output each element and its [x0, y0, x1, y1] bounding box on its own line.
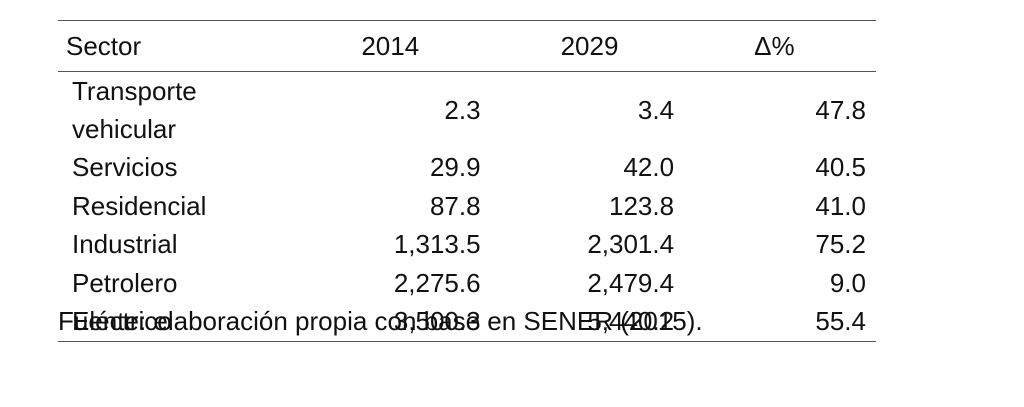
header-sector: Sector [66, 31, 142, 61]
cell-delta: 55.4 [815, 306, 866, 337]
cell-2014: 87.8 [429, 190, 481, 221]
cell-2029: 42.0 [623, 152, 675, 183]
table-row: Industrial 1,313.5 2,301.4 75.2 [58, 225, 876, 264]
cell-sector: Servicios [72, 152, 178, 183]
table-row: Eléctrico 3,500.3 5,440.2 55.4 [58, 302, 876, 341]
cell-sector: Transporte vehicular [72, 76, 197, 144]
cell-2029: 123.8 [609, 190, 675, 221]
cell-2014: 1,313.5 [393, 229, 481, 260]
cell-2014: 2.3 [444, 95, 481, 125]
sector-table: Sector 2014 2029 Δ% Transporte vehicular… [58, 20, 876, 342]
table-row: Transporte vehicular 2.3 3.4 47.8 [58, 72, 876, 149]
cell-sector: Industrial [72, 229, 178, 260]
data-table-container: Sector 2014 2029 Δ% Transporte vehicular… [58, 20, 876, 342]
cell-delta: 47.8 [815, 95, 866, 125]
cell-2029: 2,301.4 [587, 229, 675, 260]
table-header: Sector 2014 2029 Δ% [58, 20, 876, 72]
cell-delta: 9.0 [829, 267, 866, 298]
cell-sector: Eléctrico [72, 306, 172, 337]
table-row: Residencial 87.8 123.8 41.0 [58, 187, 876, 226]
cell-2029: 5,440.2 [587, 306, 675, 337]
cell-2029: 3.4 [637, 95, 675, 125]
table-row: Servicios 29.9 42.0 40.5 [58, 148, 876, 187]
cell-sector: Petrolero [72, 267, 178, 298]
cell-2014: 2,275.6 [393, 267, 481, 298]
header-2029: 2029 [560, 31, 619, 61]
cell-2014: 3,500.3 [393, 306, 481, 337]
table-row: Petrolero 2,275.6 2,479.4 9.0 [58, 264, 876, 303]
header-2014: 2014 [361, 31, 420, 61]
source-note: Fuente: elaboración propia con base en S… [58, 306, 703, 336]
cell-delta: 40.5 [815, 152, 866, 183]
cell-delta: 41.0 [815, 190, 866, 221]
cell-2014: 29.9 [429, 152, 481, 183]
cell-2029: 2,479.4 [587, 267, 675, 298]
table-body: Transporte vehicular 2.3 3.4 47.8 Servic… [58, 72, 876, 341]
cell-delta: 75.2 [815, 229, 866, 260]
header-row: Sector 2014 2029 Δ% [58, 20, 876, 72]
cell-sector: Residencial [72, 190, 207, 221]
header-delta-percent: Δ% [754, 31, 795, 61]
